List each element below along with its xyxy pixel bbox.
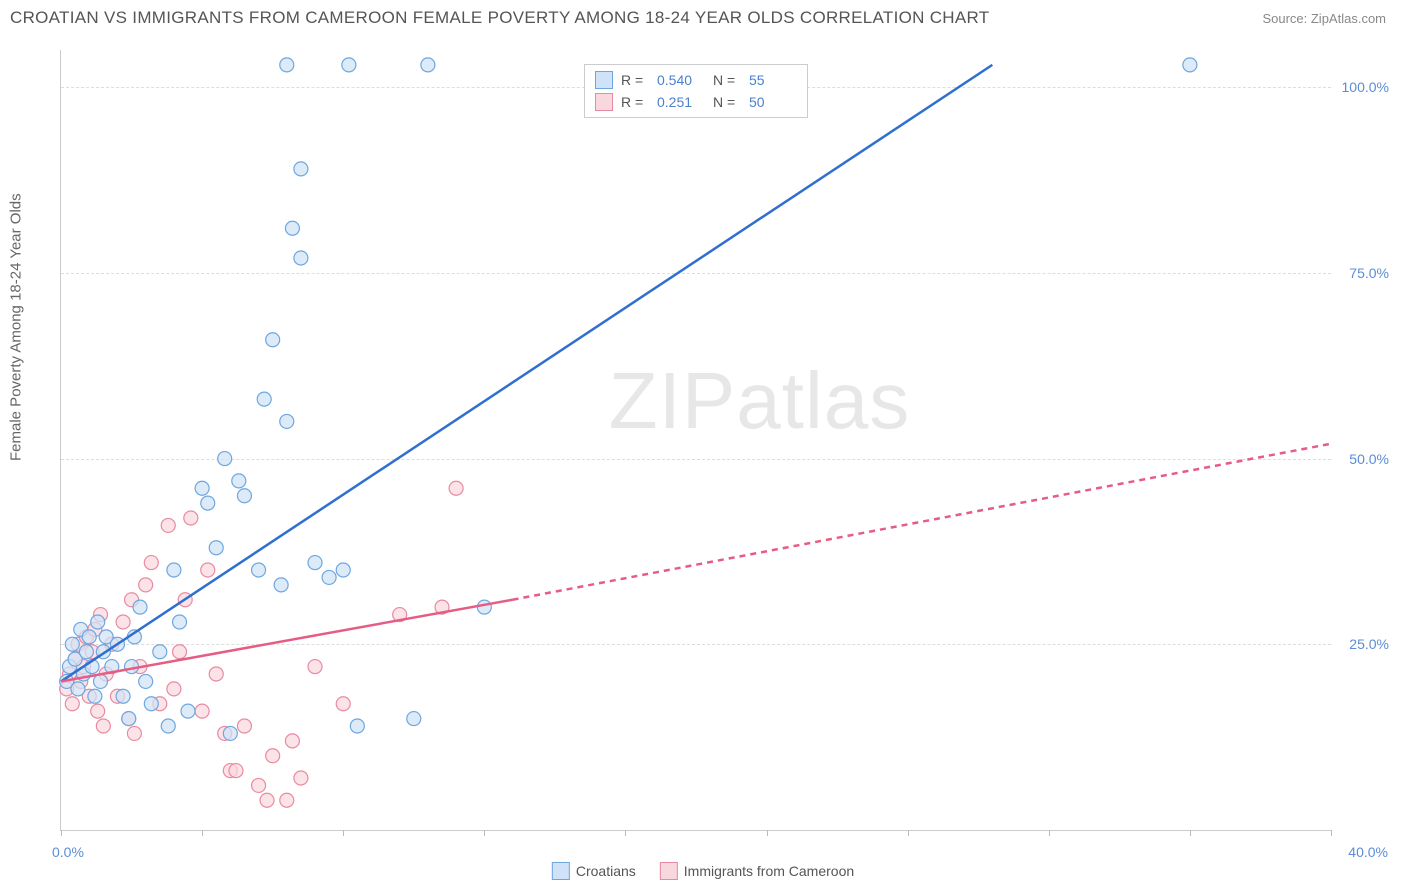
legend-item-croatians: Croatians [552, 862, 636, 880]
r-value-cameroon: 0.251 [657, 94, 705, 110]
chart-title: CROATIAN VS IMMIGRANTS FROM CAMEROON FEM… [10, 8, 989, 28]
x-tick [484, 830, 485, 836]
n-value-cameroon: 50 [749, 94, 797, 110]
stats-row-croatians: R = 0.540 N = 55 [595, 69, 797, 91]
series-legend: Croatians Immigrants from Cameroon [552, 862, 854, 880]
x-axis-min-label: 0.0% [52, 844, 84, 860]
stats-legend: R = 0.540 N = 55 R = 0.251 N = 50 [584, 64, 808, 118]
x-tick [202, 830, 203, 836]
regression-line [61, 65, 992, 682]
r-label: R = [621, 94, 649, 110]
swatch-croatians [595, 71, 613, 89]
x-tick [625, 830, 626, 836]
n-label: N = [713, 72, 741, 88]
legend-item-cameroon: Immigrants from Cameroon [660, 862, 854, 880]
x-tick [1190, 830, 1191, 836]
legend-label-croatians: Croatians [576, 863, 636, 879]
source-label: Source: ZipAtlas.com [1262, 11, 1386, 26]
x-tick [767, 830, 768, 836]
y-tick-label: 100.0% [1339, 79, 1389, 95]
swatch-cameroon [595, 93, 613, 111]
regression-line [61, 600, 513, 682]
x-tick [343, 830, 344, 836]
n-label: N = [713, 94, 741, 110]
swatch-cameroon [660, 862, 678, 880]
stats-row-cameroon: R = 0.251 N = 50 [595, 91, 797, 113]
x-tick [61, 830, 62, 836]
swatch-croatians [552, 862, 570, 880]
regression-line [513, 444, 1331, 600]
plot-area: ZIPatlas 25.0%50.0%75.0%100.0% R = 0.540… [60, 50, 1331, 831]
regression-lines [61, 50, 1331, 830]
chart-container: Female Poverty Among 18-24 Year Olds ZIP… [10, 40, 1396, 882]
y-tick-label: 75.0% [1339, 265, 1389, 281]
n-value-croatians: 55 [749, 72, 797, 88]
legend-label-cameroon: Immigrants from Cameroon [684, 863, 854, 879]
x-tick [1049, 830, 1050, 836]
r-value-croatians: 0.540 [657, 72, 705, 88]
x-axis-max-label: 40.0% [1348, 844, 1388, 860]
x-tick [908, 830, 909, 836]
x-tick [1331, 830, 1332, 836]
y-axis-label: Female Poverty Among 18-24 Year Olds [8, 193, 25, 461]
r-label: R = [621, 72, 649, 88]
y-tick-label: 50.0% [1339, 451, 1389, 467]
y-tick-label: 25.0% [1339, 636, 1389, 652]
